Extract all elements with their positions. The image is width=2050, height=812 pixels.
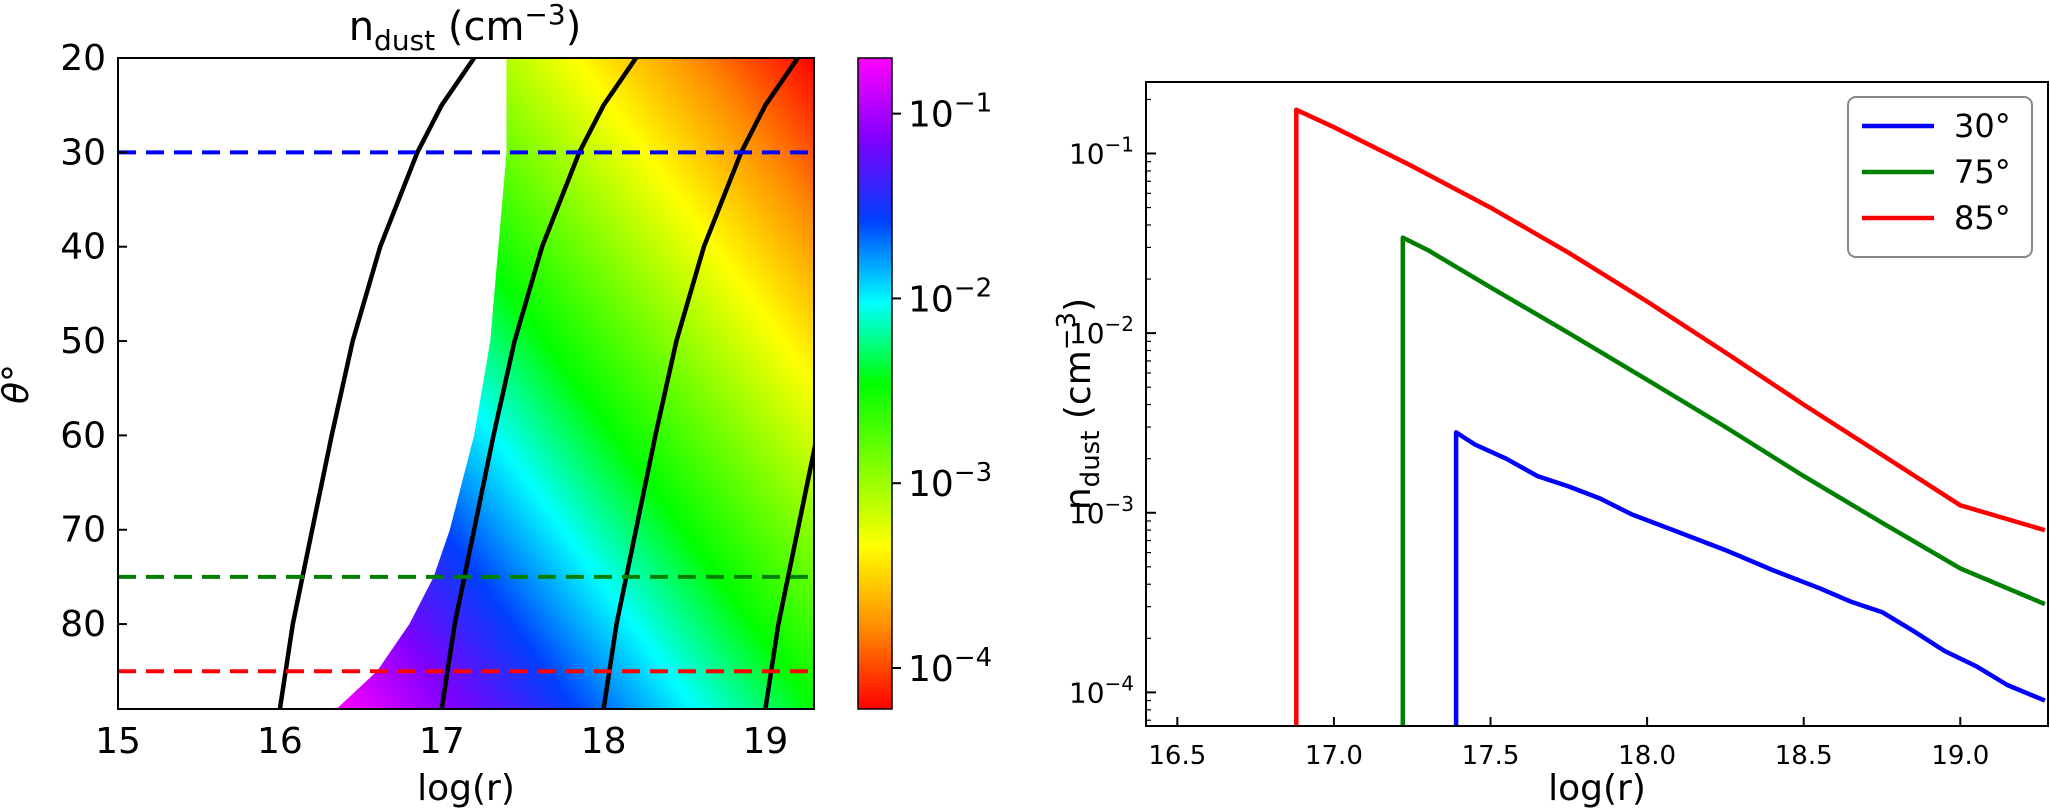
density-region xyxy=(336,58,814,709)
series-line xyxy=(1453,430,2046,726)
line-x-label: log(r) xyxy=(1548,768,1646,809)
y-tick-label: 10−2 xyxy=(1069,312,1134,350)
y-tick-label: 30 xyxy=(60,132,106,173)
heatmap-title: ndust (cm−3) xyxy=(349,0,582,57)
legend-label: 85° xyxy=(1954,199,2011,237)
y-tick-label: 50 xyxy=(60,321,106,362)
angle-marker-lines xyxy=(118,150,814,674)
y-tick-label: 10−1 xyxy=(1069,132,1134,170)
contour-line xyxy=(439,58,638,709)
y-tick-label: 20 xyxy=(60,38,106,79)
line-y-ticks: 10−1 10−2 10−3 10−4 xyxy=(1069,98,1156,721)
heatmap-x-ticks: 15 16 17 18 19 xyxy=(95,700,788,762)
line-y-label: ndust (cm−3) xyxy=(1052,298,1106,510)
x-tick-label: 16.5 xyxy=(1148,741,1206,771)
profile-series xyxy=(1294,107,2046,726)
x-tick-label: 16 xyxy=(257,721,303,762)
contour-line xyxy=(763,439,814,709)
colorbar-tick-label: 10−1 xyxy=(908,89,992,136)
x-tick-label: 18.0 xyxy=(1618,741,1676,771)
y-tick-label: 10−4 xyxy=(1069,671,1134,709)
legend-label: 75° xyxy=(1954,153,2011,191)
colorbar-ticks: 10−1 10−2 10−3 10−4 xyxy=(892,89,992,690)
x-tick-label: 19.0 xyxy=(1931,741,1989,771)
colorbar-tick-label: 10−3 xyxy=(908,458,992,505)
x-tick-label: 17.0 xyxy=(1305,741,1363,771)
heatmap-frame xyxy=(117,57,815,710)
colorbar: 10−1 10−2 10−3 10−4 xyxy=(857,57,992,710)
y-tick-label: 70 xyxy=(60,510,106,551)
series-line xyxy=(1294,107,2046,726)
colorbar-tick-label: 10−2 xyxy=(908,273,992,320)
y-tick-label: 80 xyxy=(60,604,106,645)
line-x-ticks: 16.5 17.0 17.5 18.0 18.5 19.0 xyxy=(1148,717,1989,771)
x-tick-label: 15 xyxy=(95,721,141,762)
x-tick-label: 17.5 xyxy=(1462,741,1520,771)
colorbar-gradient xyxy=(857,57,893,710)
y-tick-label: 60 xyxy=(60,415,106,456)
x-tick-label: 19 xyxy=(743,721,789,762)
contour-line xyxy=(277,58,476,709)
y-tick-label: 40 xyxy=(60,227,106,268)
line-plot-frame xyxy=(1145,81,2049,727)
heatmap-y-label: θ° xyxy=(0,364,37,404)
legend-label: 30° xyxy=(1954,107,2011,145)
series-line xyxy=(1400,235,2046,726)
heatmap-y-ticks: 20 30 40 50 60 70 80 xyxy=(60,38,127,645)
density-heatmap-panel: ndust (cm−3) 15 16 17 18 19 20 30 40 50 60 70 80 l… xyxy=(0,0,992,809)
y-tick-label: 10−3 xyxy=(1069,492,1134,530)
colorbar-tick-label: 10−4 xyxy=(908,643,992,690)
heatmap-x-label: log(r) xyxy=(417,768,515,809)
x-tick-label: 18 xyxy=(581,721,627,762)
contour-line xyxy=(601,58,800,709)
contour-lines xyxy=(277,58,814,709)
x-tick-label: 17 xyxy=(419,721,465,762)
density-profile-panel: 16.5 17.0 17.5 18.0 18.5 19.0 10−110−210−310−… xyxy=(1052,81,2049,809)
legend: 30° 75° 85° xyxy=(1847,96,2033,258)
x-tick-label: 18.5 xyxy=(1775,741,1833,771)
